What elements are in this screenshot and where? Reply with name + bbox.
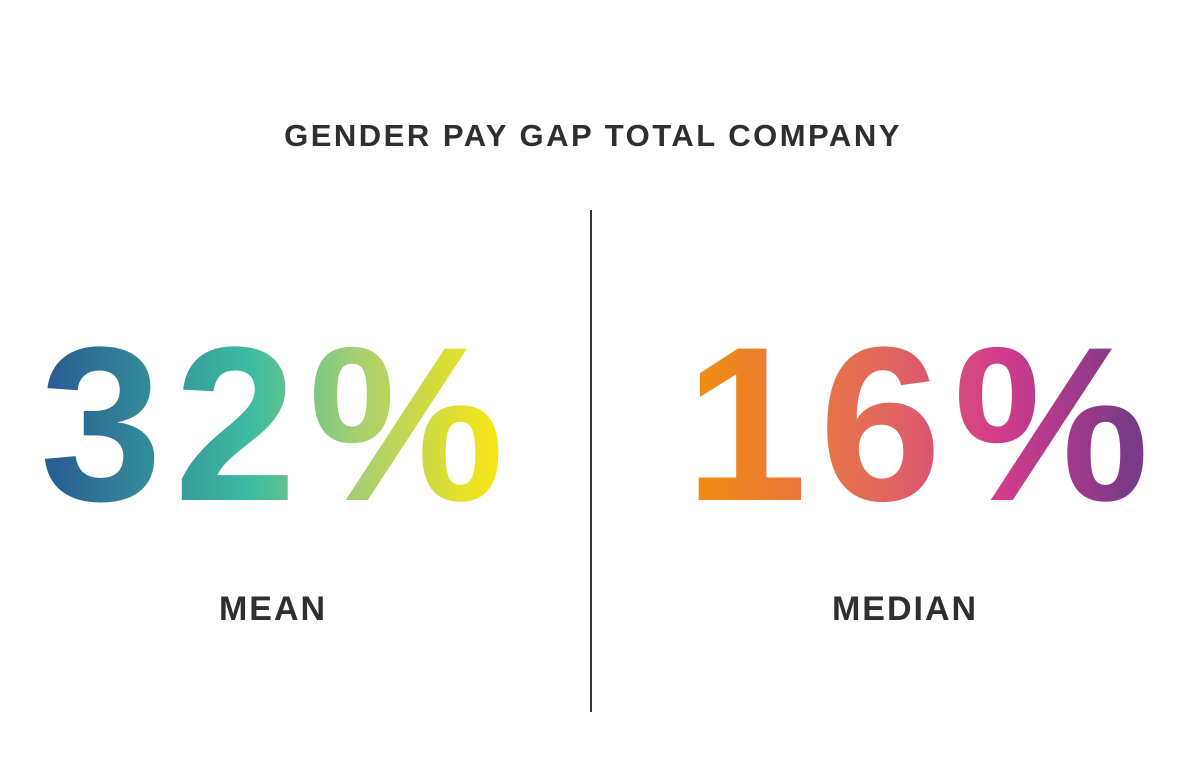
stat-label: MEDIAN	[832, 590, 978, 628]
title: GENDER PAY GAP TOTAL COMPANY	[284, 118, 902, 153]
stat-value: 32%	[40, 301, 516, 547]
stat-value: 16%	[685, 301, 1161, 547]
stat-label: MEAN	[219, 590, 327, 628]
